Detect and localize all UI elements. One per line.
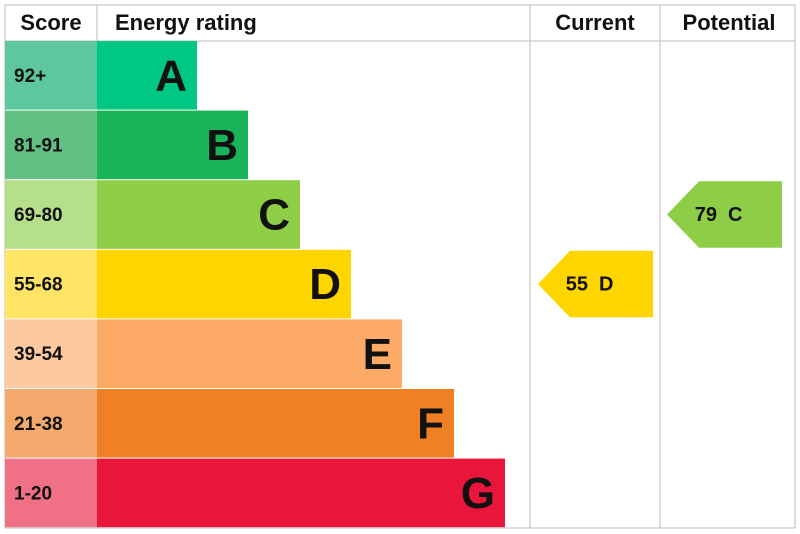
rating-bar bbox=[97, 319, 402, 388]
score-cell bbox=[5, 389, 97, 458]
score-label: 81-91 bbox=[14, 135, 63, 156]
current-score: 55 bbox=[566, 273, 588, 295]
rating-letter: G bbox=[461, 469, 495, 518]
score-label: 39-54 bbox=[14, 344, 63, 365]
rating-bar bbox=[97, 180, 300, 249]
potential-arrow bbox=[667, 181, 782, 248]
rating-bar bbox=[97, 41, 197, 110]
current-arrow bbox=[538, 250, 653, 318]
rating-letter: C bbox=[258, 191, 290, 240]
score-cell bbox=[5, 180, 97, 249]
score-cell bbox=[5, 458, 97, 528]
rating-bar bbox=[97, 458, 505, 528]
header-score: Score bbox=[20, 10, 81, 35]
current-letter: D bbox=[599, 273, 613, 295]
header-current: Current bbox=[555, 10, 635, 35]
rating-letter: F bbox=[417, 399, 444, 448]
rating-letter: A bbox=[155, 51, 187, 100]
score-cell bbox=[5, 41, 97, 110]
score-cell bbox=[5, 110, 97, 180]
potential-letter: C bbox=[728, 204, 742, 226]
score-cell bbox=[5, 319, 97, 388]
score-label: 1-20 bbox=[14, 483, 52, 504]
score-label: 92+ bbox=[14, 66, 46, 87]
score-label: 21-38 bbox=[14, 414, 63, 435]
potential-score: 79 bbox=[695, 204, 717, 226]
score-label: 55-68 bbox=[14, 275, 63, 296]
rating-bar bbox=[97, 110, 248, 180]
header-rating: Energy rating bbox=[115, 10, 257, 35]
rating-bar bbox=[97, 249, 351, 319]
rating-letter: B bbox=[206, 121, 238, 170]
header-potential: Potential bbox=[683, 10, 776, 35]
score-cell bbox=[5, 249, 97, 319]
rating-letter: E bbox=[363, 330, 392, 379]
score-label: 69-80 bbox=[14, 205, 63, 226]
rating-letter: D bbox=[309, 260, 341, 309]
rating-bar bbox=[97, 389, 454, 458]
